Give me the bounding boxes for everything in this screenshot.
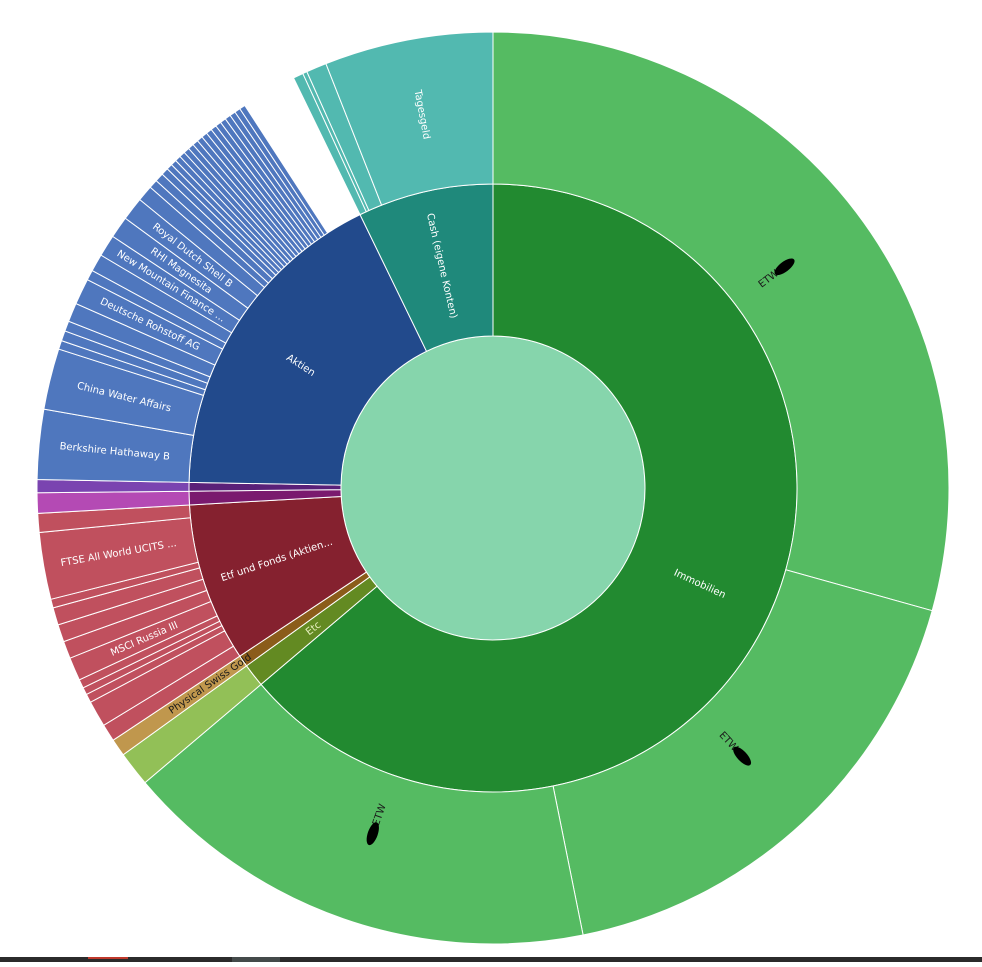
- taskbar-accent: [88, 957, 128, 959]
- taskbar-accent-2: [232, 957, 280, 962]
- outer-segment-etw-0-0[interactable]: [492, 31, 950, 612]
- outer-segment-etw-0-2[interactable]: [144, 683, 584, 945]
- outer-segment-unlabeled-6-32[interactable]: [239, 104, 329, 236]
- redaction-mark: [733, 746, 752, 766]
- sunburst-center[interactable]: [340, 335, 646, 641]
- taskbar-strip: [0, 957, 982, 962]
- redaction-mark: [774, 258, 795, 276]
- outer-segment-tagesgeld-7-3[interactable]: [325, 31, 494, 206]
- redaction-mark: [366, 822, 379, 846]
